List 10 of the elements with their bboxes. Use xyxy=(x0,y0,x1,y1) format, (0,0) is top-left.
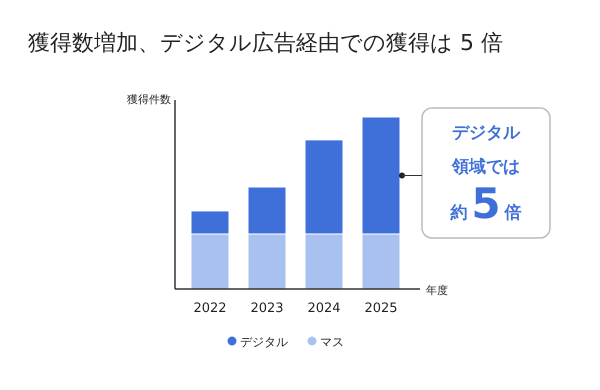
y-axis-title: 獲得件数 xyxy=(127,93,171,106)
x-tick-label: 2023 xyxy=(250,301,284,316)
title: 獲得数増加、デジタル広告経由での獲得は 5 倍 xyxy=(28,31,503,56)
x-tick-label: 2022 xyxy=(193,301,227,316)
legend-label: マス xyxy=(320,335,344,349)
x-axis-title: 年度 xyxy=(426,284,448,297)
annotation: 領域では xyxy=(452,157,520,177)
x-tick-label: 2025 xyxy=(364,301,398,316)
x-tick-label: 2024 xyxy=(307,301,341,316)
legend-label: デジタル xyxy=(240,335,288,349)
